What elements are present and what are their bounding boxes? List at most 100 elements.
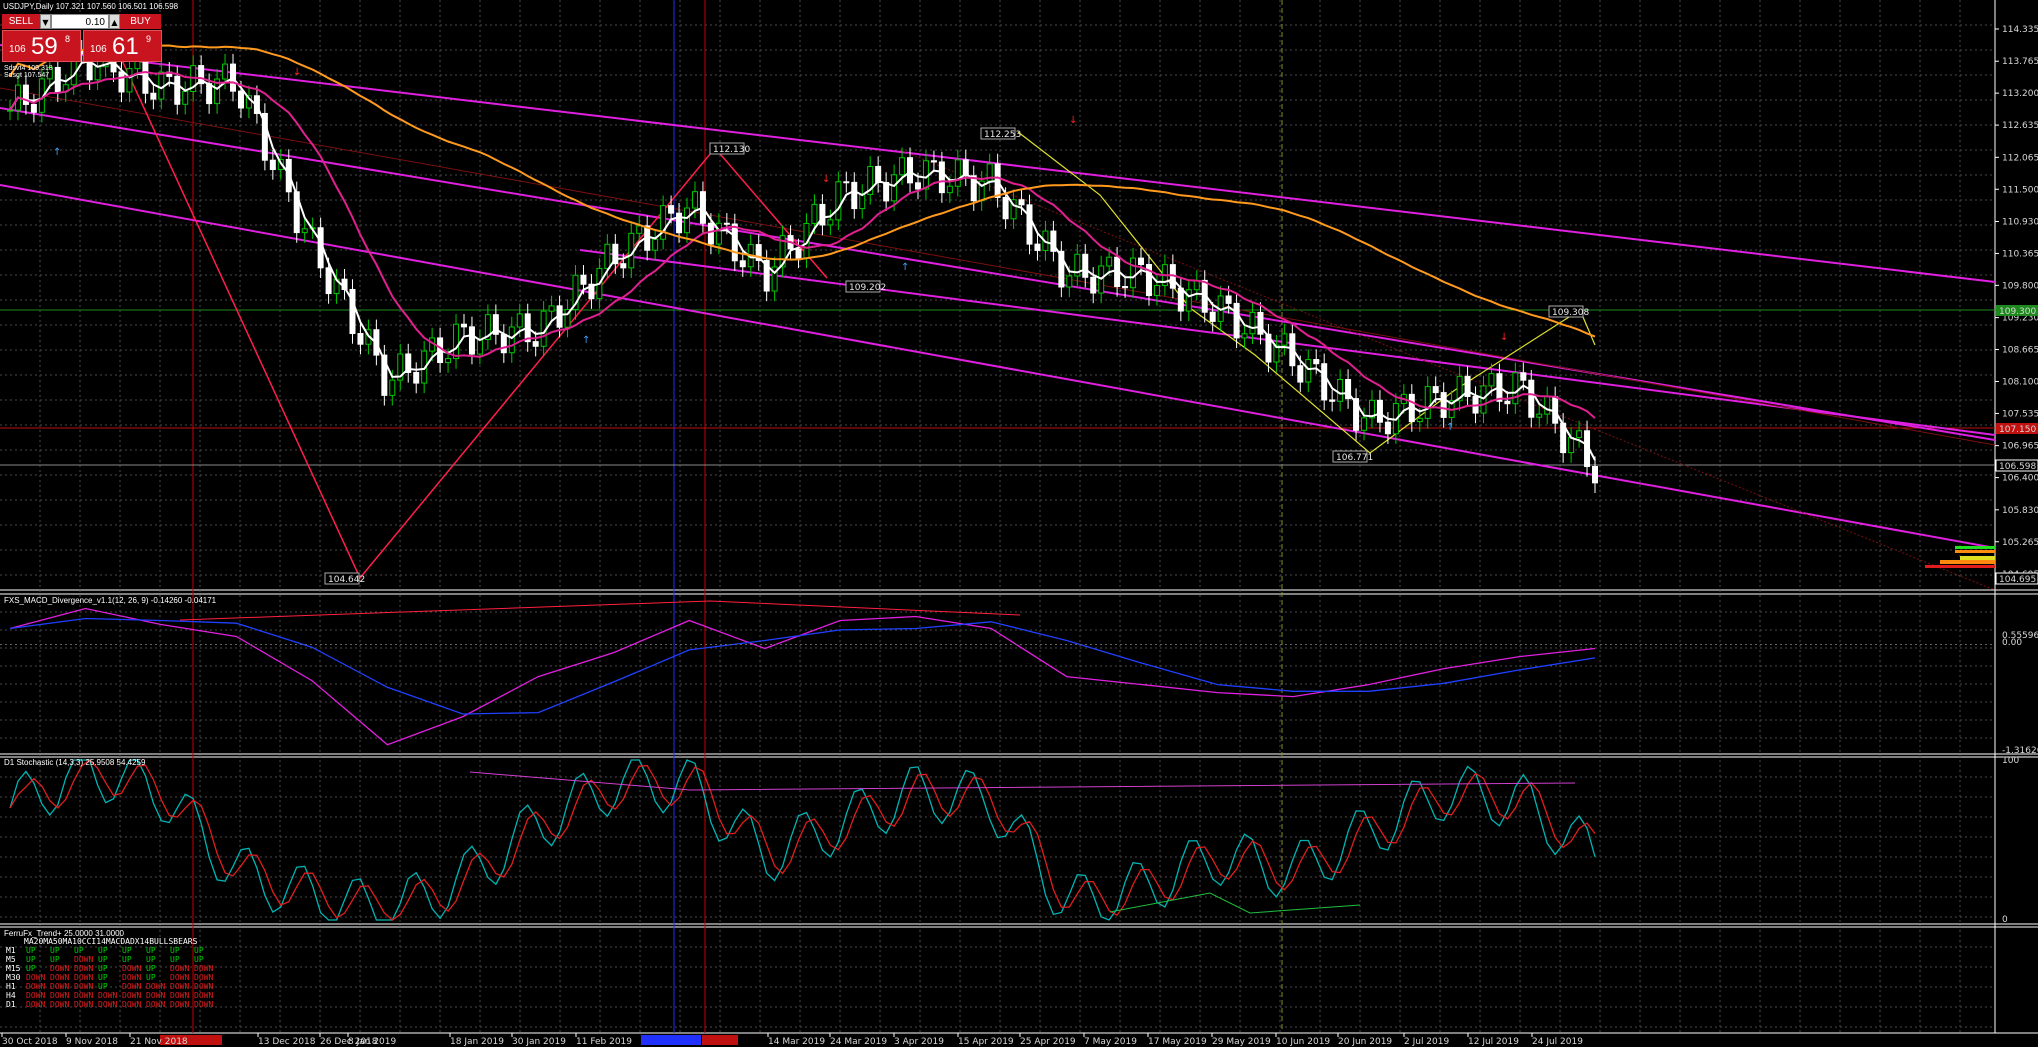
- candle-body: [771, 266, 778, 292]
- up-arrow-icon: ↑: [1446, 422, 1454, 433]
- macd-tick-zero: 0.00: [2002, 638, 2022, 648]
- candle-body: [118, 71, 125, 93]
- candle-body: [476, 338, 483, 355]
- macd-layer: [0, 600, 1995, 746]
- lot-increase-button[interactable]: ▲: [109, 14, 120, 29]
- candle-body: [811, 203, 818, 224]
- candle-body: [301, 228, 308, 234]
- down-arrow-icon: ↓: [822, 174, 830, 185]
- trend-cell: DOWN: [170, 991, 190, 1000]
- candle-body: [182, 91, 189, 105]
- price-tick-9: 109.230: [2002, 314, 2038, 324]
- candle-body: [914, 182, 921, 190]
- candle-body: [293, 191, 300, 234]
- lot-size-input[interactable]: 0.10: [51, 14, 109, 29]
- trend-cell: UP: [26, 946, 36, 955]
- candle-body: [1066, 275, 1073, 288]
- trend-timeframe: M1: [6, 946, 16, 955]
- price-tick-0: 114.335: [2002, 25, 2038, 35]
- candle-body: [1376, 399, 1383, 423]
- candle-body: [1305, 359, 1312, 383]
- candle-body: [1520, 372, 1527, 381]
- arrows: ↓ ↓ ↓ ↓ ↑ ↑ ↑ ↑: [53, 67, 1508, 433]
- trend-cell: DOWN: [194, 1000, 214, 1009]
- macd-signal-line: [9, 617, 1596, 715]
- stoch-title: D1 Stochastic (14,3,3) 25.9508 54.4259: [4, 758, 146, 767]
- price-label-b: 112.253: [984, 130, 1021, 140]
- candle-body: [1528, 379, 1535, 418]
- stoch-signal-line: [9, 759, 1596, 921]
- trend-cell: UP: [74, 946, 84, 955]
- price-tick-1: 113.765: [2002, 57, 2038, 67]
- candle-body: [1440, 392, 1447, 418]
- candle-body: [691, 191, 698, 209]
- up-arrow-icon: ↑: [901, 262, 909, 273]
- price-tick-13: 106.965: [2002, 442, 2038, 452]
- candle-body: [1138, 257, 1145, 266]
- trend-row: M1 UP UP UP UP UP UP UP UP: [6, 946, 218, 955]
- buy-button[interactable]: BUY: [120, 14, 161, 29]
- candle-body: [795, 248, 802, 259]
- candle-body: [1249, 311, 1256, 335]
- candle-body: [723, 222, 730, 225]
- price-tick-2: 113.200: [2002, 89, 2038, 99]
- price-tick-12: 107.535: [2002, 409, 2038, 419]
- up-arrow-icon: ↑: [53, 147, 61, 158]
- candle-body: [1074, 253, 1081, 277]
- trend-row: M15 UP DOWN DOWN UP DOWN UP DOWN DOWN: [6, 964, 218, 973]
- trend-title: FerruFx_Trend+ 25.0000 31.0000: [4, 929, 125, 938]
- tag-green: 109.300: [1999, 307, 2036, 317]
- trend-cell: DOWN: [50, 973, 70, 982]
- trend-row: M5 UP UP DOWN UP UP UP UP UP: [6, 955, 218, 964]
- candle-body: [676, 212, 683, 234]
- candle-body: [1281, 333, 1288, 346]
- macd-tick-bottom: -1.31626: [2002, 746, 2038, 756]
- candle-body: [1002, 196, 1009, 220]
- candle-body: [867, 165, 874, 195]
- candle-body: [819, 203, 826, 226]
- date-tick-7: 30 Jan 2019: [512, 1037, 566, 1047]
- date-tick-5: 8 Jan 2019: [348, 1037, 396, 1047]
- candle-body: [1018, 199, 1025, 206]
- date-tick-3: 13 Dec 2018: [258, 1037, 316, 1047]
- sell-quote[interactable]: 106 59 8: [2, 30, 81, 62]
- trend-cell: UP: [146, 955, 156, 964]
- date-tick-21: 24 Jul 2019: [1532, 1037, 1583, 1047]
- candle-body: [158, 71, 165, 100]
- candle-body: [1361, 417, 1368, 431]
- indicator-note-2: Sdsgt 107.547: [4, 72, 50, 79]
- stoch-tick-top: 100: [2002, 756, 2019, 766]
- trend-row: M30 DOWN DOWN DOWN UP DOWN UP DOWN DOWN: [6, 973, 218, 982]
- candle-body: [1058, 250, 1065, 288]
- candle-body: [492, 314, 499, 335]
- candle-body: [1153, 284, 1160, 297]
- candle-body: [134, 60, 141, 70]
- candle-body: [962, 159, 969, 177]
- buy-quote[interactable]: 106 61 9: [83, 30, 162, 62]
- candle-body: [851, 181, 858, 210]
- candle-body: [899, 157, 906, 176]
- lot-decrease-button[interactable]: ▼: [40, 14, 51, 29]
- date-tick-10: 24 Mar 2019: [830, 1037, 887, 1047]
- candle-body: [198, 65, 205, 85]
- date-tick-12: 15 Apr 2019: [958, 1037, 1014, 1047]
- date-tick-17: 10 Jun 2019: [1276, 1037, 1330, 1047]
- candle-body: [500, 333, 507, 354]
- candle-body: [970, 175, 977, 202]
- price-tick-10: 108.665: [2002, 346, 2038, 356]
- trend-cell: DOWN: [146, 991, 166, 1000]
- candle-body: [1297, 365, 1304, 383]
- sell-quote-main: 59: [31, 33, 58, 60]
- trend-timeframe: M30: [6, 973, 21, 982]
- trend-row: H1 DOWN DOWN DOWN UP DOWN DOWN DOWN DOWN: [6, 982, 218, 991]
- candle-body: [214, 78, 221, 105]
- candle-body: [1512, 372, 1519, 405]
- ma-mid-line: [9, 70, 1596, 419]
- trend-cell: DOWN: [26, 1000, 46, 1009]
- trend-cell: UP: [146, 946, 156, 955]
- sell-button[interactable]: SELL: [2, 14, 40, 29]
- horizontal-levels: [0, 309, 1995, 466]
- candle-body: [907, 157, 914, 184]
- candle-body: [620, 263, 627, 269]
- vertical-markers: [192, 0, 1283, 1033]
